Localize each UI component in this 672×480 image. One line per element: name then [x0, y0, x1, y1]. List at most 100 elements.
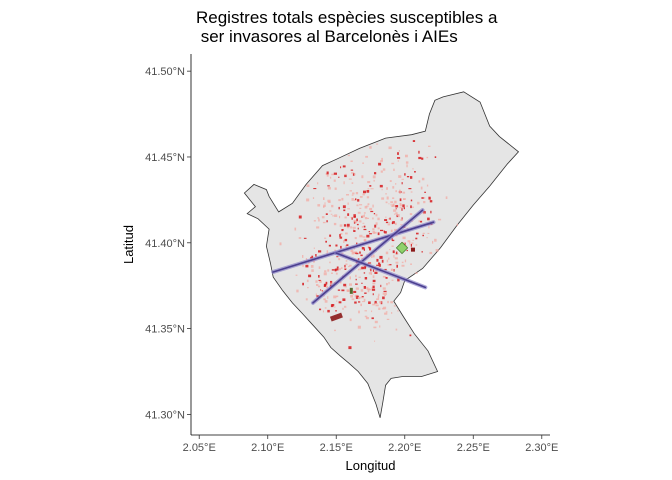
record-mark [354, 237, 357, 240]
record-mark [400, 224, 403, 226]
record-mark [348, 346, 352, 350]
record-mark [369, 146, 372, 149]
record-mark [370, 210, 374, 213]
record-mark [374, 224, 377, 228]
record-mark [429, 200, 433, 203]
map-panel [243, 91, 520, 418]
record-mark [349, 283, 352, 286]
green-area-mark [349, 287, 353, 294]
record-mark [394, 257, 398, 260]
record-mark [388, 203, 390, 205]
chart-title-line-2: ser invasores al Barcelonès i AIEs [196, 27, 458, 46]
record-mark [403, 207, 405, 210]
record-mark [351, 198, 354, 201]
record-mark [334, 214, 338, 217]
record-mark [368, 231, 370, 233]
record-mark [385, 216, 387, 219]
record-mark [340, 245, 342, 249]
record-mark [395, 328, 398, 331]
record-mark [295, 274, 298, 276]
record-mark [345, 245, 348, 248]
record-mark [305, 264, 309, 268]
record-mark [402, 204, 405, 208]
record-mark [302, 265, 304, 267]
record-mark [352, 226, 355, 229]
record-mark [415, 237, 418, 240]
record-mark [367, 288, 370, 291]
record-mark [364, 217, 368, 220]
record-mark [391, 279, 394, 281]
record-mark [364, 277, 368, 280]
record-mark [445, 196, 448, 199]
record-mark [374, 320, 378, 324]
record-mark [303, 237, 307, 239]
record-mark [335, 310, 337, 312]
record-mark [401, 182, 403, 185]
record-mark [373, 213, 376, 215]
record-mark [412, 140, 416, 142]
corridor-line [312, 209, 424, 304]
record-mark [343, 283, 347, 287]
record-mark [434, 238, 437, 242]
record-mark [311, 255, 314, 258]
record-mark [311, 269, 314, 272]
record-mark [310, 256, 314, 259]
record-mark [371, 288, 376, 291]
record-mark [355, 274, 357, 278]
record-mark [406, 164, 408, 168]
record-mark [375, 303, 378, 305]
record-mark [306, 184, 310, 187]
record-mark [345, 263, 348, 266]
record-mark [348, 265, 350, 268]
record-mark [361, 282, 363, 284]
record-mark [335, 295, 338, 298]
record-mark [361, 247, 365, 250]
record-mark [428, 225, 430, 229]
record-mark [384, 312, 388, 315]
record-mark [324, 237, 327, 239]
record-mark [308, 274, 312, 278]
record-mark [325, 173, 327, 175]
record-mark [434, 156, 437, 158]
record-mark [388, 282, 390, 285]
record-mark [319, 308, 322, 311]
record-mark [364, 292, 367, 294]
record-mark [392, 239, 395, 242]
record-mark [366, 190, 370, 193]
record-mark [358, 301, 361, 303]
record-mark [323, 197, 325, 200]
record-mark [349, 190, 352, 192]
record-mark [357, 258, 360, 261]
record-mark [385, 251, 389, 255]
record-mark [401, 217, 403, 220]
record-mark [331, 204, 334, 208]
record-mark [418, 220, 421, 223]
record-mark [372, 217, 374, 220]
record-mark [374, 271, 378, 274]
record-mark [347, 223, 350, 227]
record-mark [409, 241, 411, 245]
record-mark [308, 262, 310, 264]
record-mark [356, 223, 359, 226]
record-mark [374, 172, 377, 175]
record-mark [401, 264, 405, 267]
record-mark [354, 301, 357, 304]
record-mark [334, 187, 337, 190]
record-mark [418, 180, 421, 183]
record-mark [343, 181, 345, 185]
record-mark [359, 196, 363, 198]
record-mark [345, 232, 348, 235]
record-mark [345, 268, 347, 270]
x-tick-label: 2.10°E [251, 442, 284, 454]
record-mark [394, 213, 396, 215]
record-mark [420, 220, 423, 223]
record-mark [316, 226, 320, 229]
record-mark [406, 176, 410, 178]
record-mark [389, 217, 391, 220]
record-mark [390, 204, 394, 206]
record-mark [372, 175, 376, 179]
record-mark [326, 220, 328, 223]
record-mark [363, 212, 366, 214]
record-mark [360, 254, 363, 257]
